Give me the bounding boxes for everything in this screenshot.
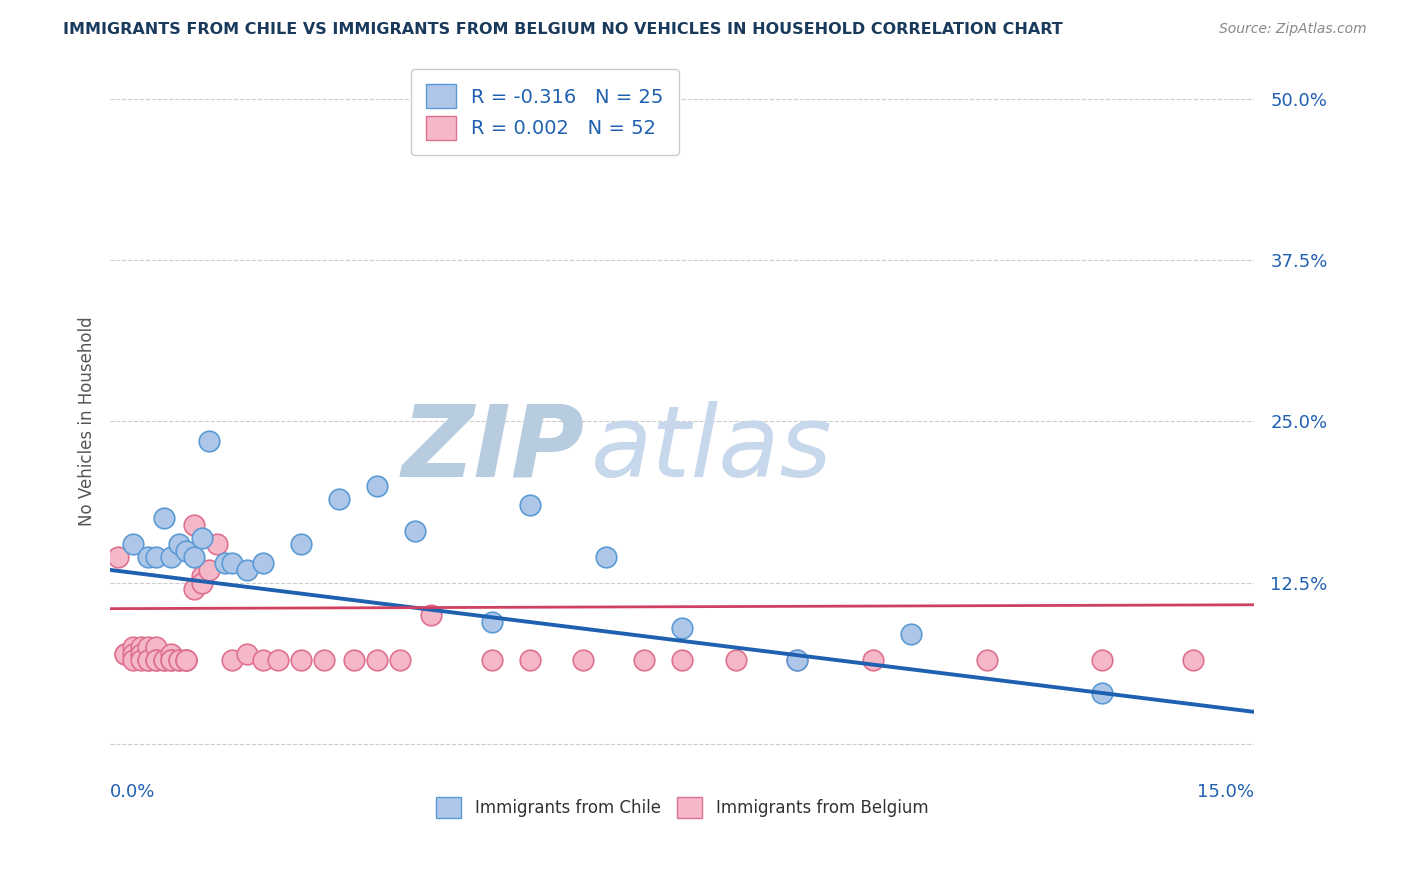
Point <box>122 647 145 661</box>
Text: ZIP: ZIP <box>402 401 585 498</box>
Point <box>167 653 190 667</box>
Point <box>183 549 205 564</box>
Point <box>145 640 167 655</box>
Point <box>366 653 388 667</box>
Point <box>152 653 174 667</box>
Point <box>481 653 503 667</box>
Point <box>900 627 922 641</box>
Text: atlas: atlas <box>591 401 832 498</box>
Point <box>633 653 655 667</box>
Point <box>786 653 808 667</box>
Point <box>136 640 159 655</box>
Point <box>252 557 274 571</box>
Point <box>198 434 221 448</box>
Point <box>862 653 884 667</box>
Point <box>595 549 617 564</box>
Point <box>198 563 221 577</box>
Point <box>419 608 441 623</box>
Y-axis label: No Vehicles in Household: No Vehicles in Household <box>79 317 96 526</box>
Point <box>572 653 595 667</box>
Point <box>724 653 747 667</box>
Point <box>221 653 243 667</box>
Point <box>312 653 335 667</box>
Point <box>786 653 808 667</box>
Point <box>366 479 388 493</box>
Point <box>183 517 205 532</box>
Point <box>145 549 167 564</box>
Point <box>160 653 183 667</box>
Point <box>152 653 174 667</box>
Point <box>976 653 998 667</box>
Point <box>129 647 152 661</box>
Point <box>236 647 259 661</box>
Point <box>671 653 693 667</box>
Point <box>176 543 198 558</box>
Point <box>114 647 136 661</box>
Point <box>221 557 243 571</box>
Text: 15.0%: 15.0% <box>1198 783 1254 801</box>
Point <box>136 653 159 667</box>
Point <box>190 569 212 583</box>
Point <box>481 615 503 629</box>
Point <box>671 621 693 635</box>
Point <box>290 653 312 667</box>
Text: 0.0%: 0.0% <box>110 783 156 801</box>
Point <box>129 653 152 667</box>
Point <box>404 524 426 539</box>
Point <box>190 575 212 590</box>
Point <box>343 653 366 667</box>
Point <box>167 653 190 667</box>
Point <box>1091 685 1114 699</box>
Point <box>176 653 198 667</box>
Point <box>214 557 236 571</box>
Point <box>167 537 190 551</box>
Point <box>160 549 183 564</box>
Legend: Immigrants from Chile, Immigrants from Belgium: Immigrants from Chile, Immigrants from B… <box>430 790 935 824</box>
Point <box>176 653 198 667</box>
Point <box>389 653 412 667</box>
Point <box>152 511 174 525</box>
Point <box>145 653 167 667</box>
Point <box>122 640 145 655</box>
Point <box>129 640 152 655</box>
Point <box>160 653 183 667</box>
Point <box>236 563 259 577</box>
Point <box>1182 653 1205 667</box>
Point <box>205 537 228 551</box>
Point <box>190 531 212 545</box>
Point <box>176 653 198 667</box>
Point <box>136 653 159 667</box>
Point <box>114 647 136 661</box>
Point <box>519 499 541 513</box>
Point <box>136 549 159 564</box>
Point <box>267 653 290 667</box>
Point <box>252 653 274 667</box>
Point <box>145 653 167 667</box>
Point <box>328 491 350 506</box>
Point <box>107 549 129 564</box>
Point <box>160 647 183 661</box>
Point <box>122 653 145 667</box>
Point <box>519 653 541 667</box>
Text: Source: ZipAtlas.com: Source: ZipAtlas.com <box>1219 22 1367 37</box>
Point <box>122 537 145 551</box>
Text: IMMIGRANTS FROM CHILE VS IMMIGRANTS FROM BELGIUM NO VEHICLES IN HOUSEHOLD CORREL: IMMIGRANTS FROM CHILE VS IMMIGRANTS FROM… <box>63 22 1063 37</box>
Point <box>1091 653 1114 667</box>
Point <box>183 582 205 597</box>
Point <box>290 537 312 551</box>
